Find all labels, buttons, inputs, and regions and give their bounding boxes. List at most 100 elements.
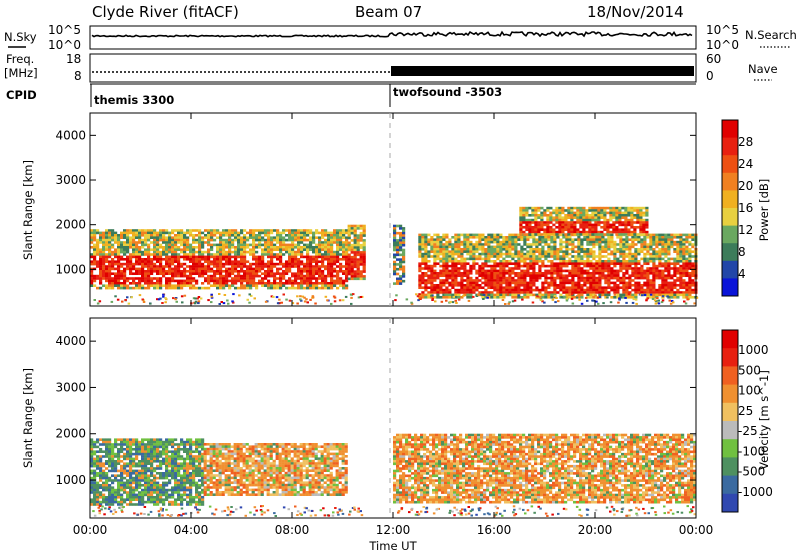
- echo-cell: [481, 277, 484, 280]
- echo-cell: [294, 258, 297, 261]
- echo-cell: [511, 279, 514, 282]
- echo-cell: [270, 265, 273, 268]
- echo-cell: [624, 224, 627, 227]
- echo-cell: [610, 274, 613, 277]
- echo-cell: [195, 270, 198, 273]
- echo-cell: [643, 236, 646, 239]
- echo-cell: [339, 270, 342, 273]
- echo-cell: [622, 253, 625, 256]
- echo-cell: [652, 289, 655, 292]
- echo-cell: [645, 212, 648, 215]
- echo-cell: [270, 229, 273, 232]
- echo-cell: [691, 255, 694, 258]
- echo-cell: [324, 265, 327, 268]
- echo-cell: [544, 258, 547, 261]
- echo-cell: [559, 238, 562, 241]
- colorbar-swatch: [722, 190, 738, 208]
- echo-cell: [511, 286, 514, 289]
- echo-cell: [607, 270, 610, 273]
- echo-cell: [538, 294, 541, 297]
- echo-cell: [514, 243, 517, 246]
- echo-cell: [439, 274, 442, 277]
- echo-cell: [261, 258, 264, 261]
- echo-cell: [451, 243, 454, 246]
- echo-cell: [601, 286, 604, 289]
- echo-cell: [624, 209, 627, 212]
- echo-cell: [691, 296, 694, 299]
- echo-cell: [568, 238, 571, 241]
- echo-cell: [523, 253, 526, 256]
- echo-cell: [621, 221, 624, 224]
- echo-cell: [105, 287, 108, 290]
- echo-cell: [679, 236, 682, 239]
- echo-cell: [150, 263, 153, 266]
- echo-cell: [427, 274, 430, 277]
- echo-cell: [96, 275, 99, 278]
- echo-cell: [150, 234, 153, 237]
- echo-cell: [147, 270, 150, 273]
- echo-cell: [258, 260, 261, 263]
- echo-cell: [264, 246, 267, 249]
- echo-cell: [598, 253, 601, 256]
- echo-cell: [147, 284, 150, 287]
- echo-cell: [352, 293, 355, 295]
- echo-cell: [105, 479, 108, 482]
- echo-cell: [574, 267, 577, 270]
- echo-cell: [511, 282, 514, 285]
- echo-cell: [276, 232, 279, 235]
- echo-cell: [138, 232, 141, 235]
- echo-cell: [258, 236, 261, 239]
- echo-cell: [204, 280, 207, 283]
- echo-cell: [442, 284, 445, 287]
- echo-cell: [601, 294, 604, 297]
- echo-cell: [165, 282, 168, 285]
- echo-cell: [360, 239, 363, 242]
- echo-cell: [168, 277, 171, 280]
- echo-cell: [529, 282, 532, 285]
- echo-cell: [540, 207, 543, 210]
- echo-cell: [351, 244, 354, 247]
- echo-cell: [585, 214, 588, 217]
- echo-cell: [546, 224, 549, 227]
- echo-cell: [171, 256, 174, 259]
- echo-cell: [466, 289, 469, 292]
- echo-cell: [556, 258, 559, 261]
- echo-cell: [393, 270, 396, 273]
- echo-cell: [111, 251, 114, 254]
- echo-cell: [571, 289, 574, 292]
- echo-cell: [463, 291, 466, 294]
- echo-cell: [631, 255, 634, 258]
- echo-cell: [595, 241, 598, 244]
- echo-cell: [264, 277, 267, 280]
- echo-cell: [499, 267, 502, 270]
- echo-cell: [604, 248, 607, 251]
- echo-cell: [291, 282, 294, 285]
- echo-cell: [180, 244, 183, 247]
- echo-cell: [234, 270, 237, 273]
- echo-cell: [393, 242, 396, 245]
- echo-cell: [237, 241, 240, 244]
- echo-cell: [460, 255, 463, 258]
- echo-cell: [442, 238, 445, 241]
- echo-cell: [171, 268, 174, 271]
- echo-cell: [117, 284, 120, 287]
- echo-cell: [649, 246, 652, 249]
- echo-cell: [225, 272, 228, 275]
- echo-cell: [300, 287, 303, 290]
- echo-cell: [526, 286, 529, 289]
- echo-cell: [555, 207, 558, 210]
- echo-cell: [300, 268, 303, 271]
- echo-cell: [207, 234, 210, 237]
- echo-cell: [393, 239, 396, 242]
- echo-cell: [490, 277, 493, 280]
- echo-cell: [493, 238, 496, 241]
- echo-cell: [195, 265, 198, 268]
- echo-cell: [598, 274, 601, 277]
- echo-cell: [567, 228, 570, 231]
- echo-cell: [234, 287, 237, 290]
- echo-cell: [475, 272, 478, 275]
- echo-cell: [315, 265, 318, 268]
- echo-cell: [120, 443, 123, 446]
- echo-cell: [240, 256, 243, 259]
- echo-cell: [610, 282, 613, 285]
